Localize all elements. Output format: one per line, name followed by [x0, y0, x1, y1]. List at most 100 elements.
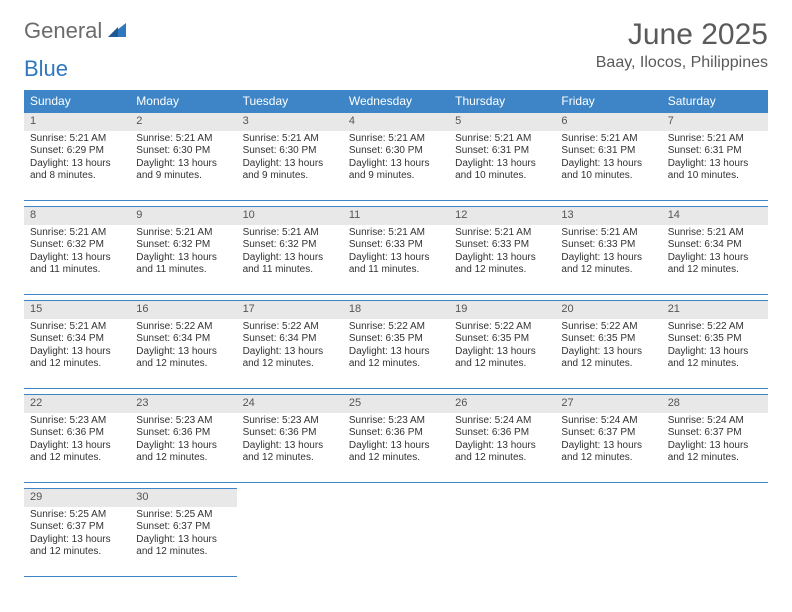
sunset-line: Sunset: 6:29 PM [30, 145, 124, 158]
day-cell: 30Sunrise: 5:25 AMSunset: 6:37 PMDayligh… [130, 488, 236, 576]
day-number: 16 [130, 300, 236, 319]
day-cell: 14Sunrise: 5:21 AMSunset: 6:34 PMDayligh… [662, 206, 768, 294]
sunrise-line: Sunrise: 5:21 AM [243, 227, 337, 240]
sunrise-line: Sunrise: 5:22 AM [668, 321, 762, 334]
day-body: Sunrise: 5:22 AMSunset: 6:34 PMDaylight:… [237, 319, 343, 375]
sunset-line: Sunset: 6:32 PM [30, 239, 124, 252]
day-cell: 24Sunrise: 5:23 AMSunset: 6:36 PMDayligh… [237, 394, 343, 482]
sunset-line: Sunset: 6:30 PM [136, 145, 230, 158]
sunset-line: Sunset: 6:34 PM [243, 333, 337, 346]
daylight-line: Daylight: 13 hours and 12 minutes. [243, 440, 337, 465]
day-header: Saturday [662, 90, 768, 112]
day-body: Sunrise: 5:25 AMSunset: 6:37 PMDaylight:… [24, 507, 130, 563]
sunrise-line: Sunrise: 5:21 AM [30, 227, 124, 240]
daylight-line: Daylight: 13 hours and 11 minutes. [136, 252, 230, 277]
sunset-line: Sunset: 6:35 PM [668, 333, 762, 346]
daylight-line: Daylight: 13 hours and 12 minutes. [349, 346, 443, 371]
day-number: 14 [662, 206, 768, 225]
daylight-line: Daylight: 13 hours and 10 minutes. [455, 158, 549, 183]
day-number: 21 [662, 300, 768, 319]
daylight-line: Daylight: 13 hours and 10 minutes. [668, 158, 762, 183]
day-body: Sunrise: 5:23 AMSunset: 6:36 PMDaylight:… [130, 413, 236, 469]
day-header: Friday [555, 90, 661, 112]
day-body: Sunrise: 5:24 AMSunset: 6:37 PMDaylight:… [555, 413, 661, 469]
day-number: 8 [24, 206, 130, 225]
sunset-line: Sunset: 6:37 PM [30, 521, 124, 534]
day-cell: 17Sunrise: 5:22 AMSunset: 6:34 PMDayligh… [237, 300, 343, 388]
day-body: Sunrise: 5:22 AMSunset: 6:35 PMDaylight:… [343, 319, 449, 375]
day-body: Sunrise: 5:22 AMSunset: 6:35 PMDaylight:… [449, 319, 555, 375]
daylight-line: Daylight: 13 hours and 12 minutes. [455, 252, 549, 277]
day-number: 25 [343, 394, 449, 413]
day-header: Monday [130, 90, 236, 112]
sunset-line: Sunset: 6:32 PM [243, 239, 337, 252]
daylight-line: Daylight: 13 hours and 11 minutes. [243, 252, 337, 277]
day-body: Sunrise: 5:21 AMSunset: 6:33 PMDaylight:… [343, 225, 449, 281]
day-header: Wednesday [343, 90, 449, 112]
sunrise-line: Sunrise: 5:21 AM [668, 227, 762, 240]
day-cell: 25Sunrise: 5:23 AMSunset: 6:36 PMDayligh… [343, 394, 449, 482]
day-number: 9 [130, 206, 236, 225]
sunset-line: Sunset: 6:31 PM [455, 145, 549, 158]
day-number: 6 [555, 112, 661, 131]
daylight-line: Daylight: 13 hours and 12 minutes. [30, 440, 124, 465]
day-body: Sunrise: 5:21 AMSunset: 6:33 PMDaylight:… [555, 225, 661, 281]
empty-cell [343, 488, 449, 576]
sunset-line: Sunset: 6:37 PM [668, 427, 762, 440]
day-cell: 20Sunrise: 5:22 AMSunset: 6:35 PMDayligh… [555, 300, 661, 388]
day-body: Sunrise: 5:21 AMSunset: 6:31 PMDaylight:… [662, 131, 768, 187]
sunset-line: Sunset: 6:34 PM [668, 239, 762, 252]
day-cell: 16 Sunrise: 5:22 AMSunset: 6:34 PMDayligh… [130, 300, 236, 388]
day-cell: 19Sunrise: 5:22 AMSunset: 6:35 PMDayligh… [449, 300, 555, 388]
day-body: Sunrise: 5:21 AMSunset: 6:32 PMDaylight:… [130, 225, 236, 281]
sunrise-line: Sunrise: 5:24 AM [561, 415, 655, 428]
empty-cell [555, 488, 661, 576]
day-cell: 2Sunrise: 5:21 AMSunset: 6:30 PMDaylight… [130, 112, 236, 200]
day-cell: 23Sunrise: 5:23 AMSunset: 6:36 PMDayligh… [130, 394, 236, 482]
day-body: Sunrise: 5:21 AMSunset: 6:34 PMDaylight:… [24, 319, 130, 375]
day-number: 15 [24, 300, 130, 319]
sunrise-line: Sunrise: 5:22 AM [561, 321, 655, 334]
daylight-line: Daylight: 13 hours and 11 minutes. [349, 252, 443, 277]
day-number: 29 [24, 488, 130, 507]
daylight-line: Daylight: 13 hours and 12 minutes. [30, 534, 124, 559]
sunrise-line: Sunrise: 5:22 AM [243, 321, 337, 334]
daylight-line: Daylight: 13 hours and 12 minutes. [243, 346, 337, 371]
day-cell: 3Sunrise: 5:21 AMSunset: 6:30 PMDaylight… [237, 112, 343, 200]
daylight-line: Daylight: 13 hours and 12 minutes. [136, 346, 230, 371]
day-header: Thursday [449, 90, 555, 112]
day-number: 24 [237, 394, 343, 413]
day-number: 20 [555, 300, 661, 319]
title-block: June 2025 Baay, Ilocos, Philippines [596, 18, 768, 72]
sunset-line: Sunset: 6:33 PM [349, 239, 443, 252]
daylight-line: Daylight: 13 hours and 10 minutes. [561, 158, 655, 183]
day-number: 2 [130, 112, 236, 131]
day-number: 4 [343, 112, 449, 131]
sunset-line: Sunset: 6:35 PM [455, 333, 549, 346]
day-cell: 6Sunrise: 5:21 AMSunset: 6:31 PMDaylight… [555, 112, 661, 200]
day-body: Sunrise: 5:21 AMSunset: 6:34 PMDaylight:… [662, 225, 768, 281]
calendar-table: SundayMondayTuesdayWednesdayThursdayFrid… [24, 90, 768, 577]
daylight-line: Daylight: 13 hours and 11 minutes. [30, 252, 124, 277]
day-cell: 8 Sunrise: 5:21 AMSunset: 6:32 PMDaylight… [24, 206, 130, 294]
week-row: 8Sunrise: 5:21 AMSunset: 6:32 PMDaylight… [24, 206, 768, 294]
logo: General [24, 18, 130, 44]
sunrise-line: Sunrise: 5:22 AM [136, 321, 230, 334]
sunrise-line: Sunrise: 5:23 AM [243, 415, 337, 428]
sunset-line: Sunset: 6:36 PM [136, 427, 230, 440]
sunrise-line: Sunrise: 5:21 AM [455, 133, 549, 146]
daylight-line: Daylight: 13 hours and 9 minutes. [243, 158, 337, 183]
day-number: 28 [662, 394, 768, 413]
sunset-line: Sunset: 6:36 PM [349, 427, 443, 440]
week-row: 29Sunrise: 5:25 AMSunset: 6:37 PMDayligh… [24, 488, 768, 576]
day-body: Sunrise: 5:25 AMSunset: 6:37 PMDaylight:… [130, 507, 236, 563]
daylight-line: Daylight: 13 hours and 12 minutes. [136, 440, 230, 465]
sunset-line: Sunset: 6:34 PM [136, 333, 230, 346]
sunrise-line: Sunrise: 5:22 AM [455, 321, 549, 334]
day-body: Sunrise: 5:21 AMSunset: 6:31 PMDaylight:… [555, 131, 661, 187]
day-body: Sunrise: 5:23 AMSunset: 6:36 PMDaylight:… [343, 413, 449, 469]
daylight-line: Daylight: 13 hours and 12 minutes. [455, 346, 549, 371]
day-number: 17 [237, 300, 343, 319]
sunrise-line: Sunrise: 5:21 AM [561, 133, 655, 146]
sunset-line: Sunset: 6:33 PM [561, 239, 655, 252]
